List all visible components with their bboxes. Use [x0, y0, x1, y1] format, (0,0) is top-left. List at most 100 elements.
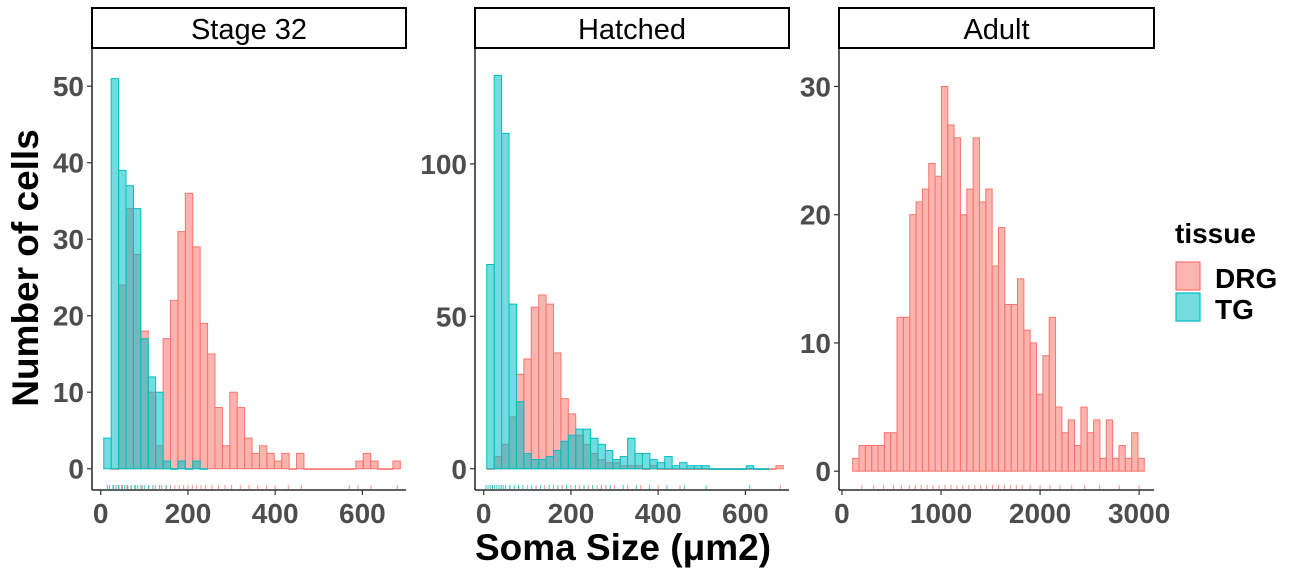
bar [177, 231, 186, 470]
bar [362, 452, 372, 470]
bar [1061, 432, 1069, 472]
bar [318, 468, 327, 470]
bar [1112, 457, 1120, 472]
legend-swatch [1175, 292, 1201, 322]
bar [760, 468, 770, 470]
bar [858, 445, 866, 472]
y-tick-label: 20 [800, 200, 831, 231]
bar [1099, 457, 1107, 472]
bar [147, 376, 157, 470]
bar [1124, 457, 1133, 472]
bar [273, 460, 283, 470]
bar [355, 460, 364, 470]
panel-0: Stage 32 0 10 20 30 40 50 0 200 400 600 [53, 7, 407, 529]
bar [177, 460, 186, 470]
bar [530, 459, 540, 470]
bar [928, 162, 936, 472]
bar [775, 465, 784, 470]
bar [693, 465, 703, 470]
bar [508, 303, 517, 470]
bar [902, 316, 911, 472]
bar [192, 460, 201, 470]
bar [310, 468, 320, 470]
bar [991, 265, 999, 472]
bar [523, 453, 532, 470]
y-tick-label: 100 [420, 149, 467, 180]
panel-1: Hatched 0 50 100 0 200 400 600 [420, 7, 790, 529]
bar [170, 468, 179, 470]
bar [184, 192, 194, 470]
bar [730, 468, 740, 470]
y-axis-title: Number of cells [5, 129, 46, 407]
bar [236, 407, 246, 470]
bar [1017, 278, 1025, 472]
x-tick-label: 200 [165, 498, 212, 529]
x-tick-label: 200 [548, 498, 595, 529]
bar [953, 137, 961, 472]
bar [985, 188, 993, 472]
bar [947, 124, 955, 472]
series-DRG [852, 85, 1145, 472]
x-tick-label: 3000 [1108, 498, 1170, 529]
bar [553, 449, 562, 470]
bar [890, 432, 898, 472]
bar [1023, 329, 1031, 472]
bar [768, 468, 777, 470]
x-tick-label: 600 [339, 498, 386, 529]
rug-DRG [861, 485, 1140, 489]
bar [392, 460, 401, 470]
bar [656, 462, 666, 470]
strip-label: Hatched [578, 14, 686, 46]
bar [978, 201, 987, 472]
bar [207, 353, 216, 470]
strip-label: Adult [963, 14, 1029, 46]
bar [221, 445, 231, 470]
bar [281, 452, 290, 470]
legend-label: TG [1215, 294, 1254, 325]
bar [972, 137, 980, 472]
bar [671, 465, 681, 470]
bar [871, 445, 879, 472]
rug-DRG [113, 485, 398, 489]
bar [738, 468, 747, 470]
bar [745, 465, 755, 470]
bar [140, 338, 149, 470]
y-tick-label: 0 [815, 456, 831, 487]
bar [184, 468, 194, 470]
bar [523, 358, 532, 470]
bar [515, 401, 525, 470]
bar [192, 246, 201, 470]
bar [716, 468, 725, 470]
bar [915, 201, 923, 472]
y-tick-label: 0 [68, 454, 84, 485]
bar [155, 391, 164, 470]
bar [664, 456, 673, 470]
bar [708, 468, 718, 470]
bar [545, 303, 555, 470]
bar [634, 453, 643, 470]
bar [1086, 432, 1095, 472]
bar [597, 443, 606, 470]
bar [340, 468, 349, 470]
bar [575, 428, 584, 470]
bar [214, 407, 223, 470]
bar [501, 132, 510, 470]
y-tick-label: 30 [800, 71, 831, 102]
x-tick-label: 2000 [1009, 498, 1071, 529]
bar [538, 459, 547, 470]
bar [701, 465, 710, 470]
bar [347, 468, 357, 470]
bar [590, 437, 599, 470]
legend-label: DRG [1215, 263, 1277, 294]
x-tick-label: 400 [635, 498, 682, 529]
bar [1074, 445, 1082, 472]
bar [118, 169, 127, 470]
bar [723, 468, 732, 470]
bar [244, 437, 253, 470]
y-tick-label: 40 [53, 148, 84, 179]
bar [370, 460, 379, 470]
bar [940, 85, 949, 472]
x-tick-label: 400 [252, 498, 299, 529]
x-tick-label: 1000 [910, 498, 972, 529]
